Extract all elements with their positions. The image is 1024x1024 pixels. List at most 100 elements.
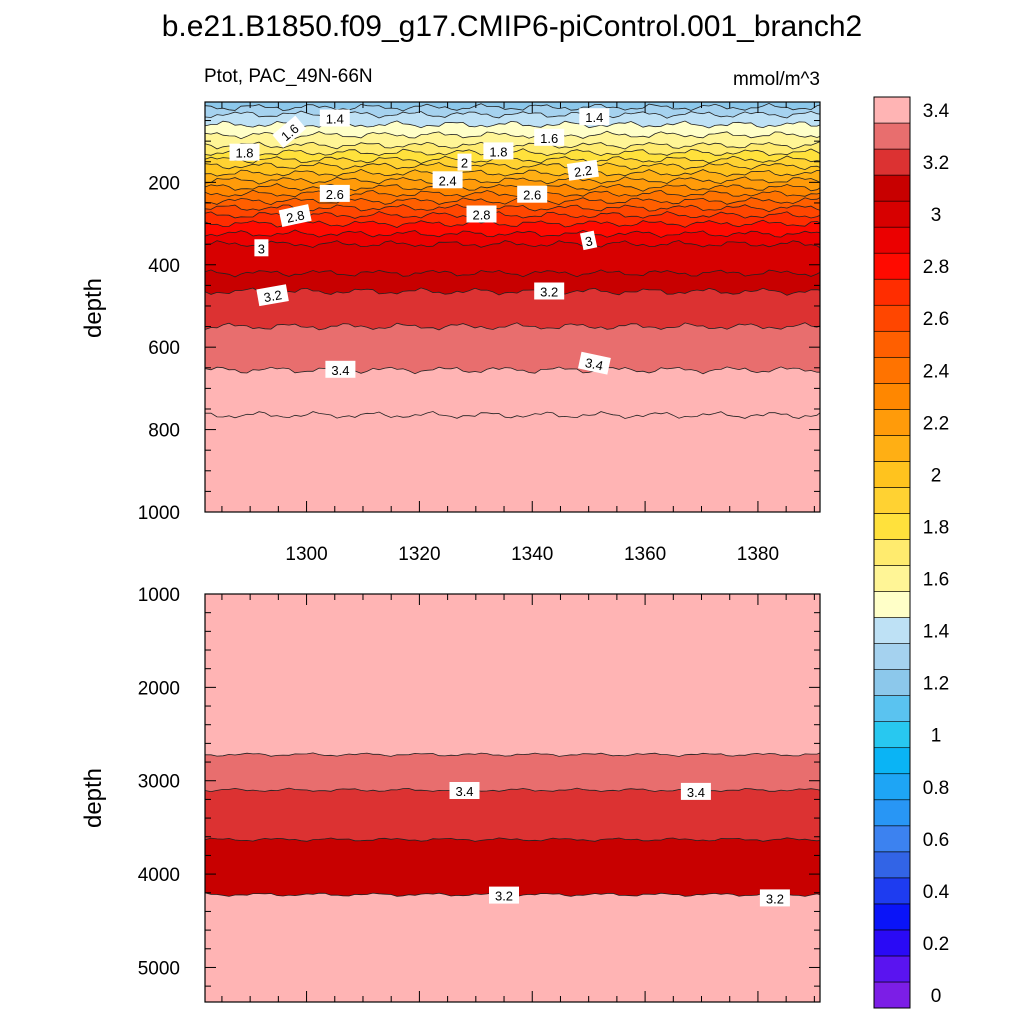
x-tick-label: 1340 — [511, 544, 553, 565]
contour-line-1.5 — [205, 120, 820, 129]
contour-label: 1.6 — [534, 128, 565, 146]
contour-line-3.1 — [205, 269, 820, 278]
colorbar-swatch — [873, 643, 911, 670]
contour-line-3.4 — [205, 787, 820, 793]
colorbar: 0 0.2 0.4 0.6 0.8 1 1.2 1.4 1.6 1.8 2 2.2 2.4 2.6 2.8 3… — [873, 96, 950, 1009]
contour-label: 3.4 — [449, 782, 480, 799]
svg-text:1.8: 1.8 — [489, 144, 507, 159]
contour-label: 3.4 — [577, 351, 611, 375]
contour-label: 3.4 — [680, 782, 711, 800]
svg-text:3: 3 — [584, 233, 594, 249]
colorbar-swatch — [873, 539, 911, 566]
svg-text:3.2: 3.2 — [495, 889, 513, 904]
contour-line-2.1 — [205, 168, 820, 177]
contour-line-2.8 — [205, 219, 820, 228]
colorbar-swatch — [873, 383, 911, 410]
svg-text:2.6: 2.6 — [326, 187, 344, 202]
contour-label: 2.8 — [466, 205, 497, 223]
contour-label: 3 — [579, 230, 598, 251]
contour-line-3.0 — [205, 240, 820, 249]
colorbar-swatch — [873, 695, 911, 722]
y-tick-label: 4000 — [138, 865, 180, 886]
colorbar-swatch — [873, 487, 911, 514]
contour-label: 3.2 — [489, 886, 519, 904]
contour-line-2.5 — [205, 197, 820, 206]
contour-line-3.3 — [205, 322, 820, 331]
contour-line-3.3 — [205, 837, 820, 842]
colorbar-label: 2.4 — [923, 361, 950, 382]
contour-line-2.3 — [205, 183, 820, 192]
colorbar-swatch — [873, 122, 911, 150]
colorbar-swatch — [873, 955, 911, 983]
svg-text:2.2: 2.2 — [573, 163, 593, 180]
contour-label: 3.2 — [759, 889, 790, 907]
colorbar-label: 1 — [931, 726, 942, 747]
svg-text:3.2: 3.2 — [540, 285, 558, 300]
y-tick-label: 200 — [148, 173, 180, 194]
colorbar-swatch — [873, 773, 911, 801]
colorbar-swatch — [873, 617, 911, 644]
colorbar-label: 3.2 — [923, 153, 949, 174]
colorbar-label: 1.8 — [923, 517, 949, 538]
contour-label: 3.2 — [534, 282, 565, 300]
colorbar-swatch — [873, 721, 911, 749]
colorbar-swatch — [873, 252, 911, 280]
lower-y-axis-label: depth — [80, 768, 107, 828]
colorbar-label: 0.2 — [923, 934, 949, 955]
svg-text:2.6: 2.6 — [523, 188, 541, 203]
x-tick-label: 1300 — [285, 544, 327, 565]
colorbar-swatch — [873, 330, 911, 358]
contour-line-1.4 — [205, 110, 820, 119]
colorbar-swatch — [873, 591, 911, 618]
upper-panel: 1.41.61.81.41.61.82 2.22.42.6 2.62.8 2.83 33… — [138, 101, 821, 565]
colorbar-swatch — [873, 435, 911, 462]
colorbar-swatch — [873, 799, 911, 827]
colorbar-swatch — [873, 929, 911, 957]
contour-line-3.2 — [205, 287, 820, 296]
colorbar-swatch — [873, 226, 911, 254]
lower-panel: 3.4 3.4 3.2 3.2 1000 2000 3000 4000 5000 — [138, 585, 821, 1003]
contour-label: 1.8 — [229, 143, 260, 161]
contour-label: 2.2 — [566, 159, 599, 181]
y-tick-label: 1000 — [138, 585, 180, 606]
colorbar-swatch — [873, 148, 911, 176]
svg-text:1.4: 1.4 — [585, 110, 603, 125]
upper-y-axis-label: depth — [80, 278, 107, 338]
contour-label: 2.6 — [517, 185, 548, 203]
colorbar-label: 1.2 — [923, 674, 949, 695]
y-tick-label: 800 — [148, 421, 180, 442]
colorbar-label: 0.6 — [923, 830, 949, 851]
units-label: mmol/m^3 — [733, 69, 820, 90]
band-fill-1.3 — [205, 102, 820, 111]
svg-text:1.4: 1.4 — [326, 112, 344, 127]
x-tick-label: 1380 — [737, 544, 779, 565]
contour-line-1.8 — [205, 148, 820, 157]
colorbar-label: 0 — [931, 986, 942, 1007]
colorbar-label: 1.6 — [923, 570, 949, 591]
colorbar-label: 2 — [931, 465, 942, 486]
colorbar-swatch — [873, 565, 911, 592]
svg-text:2.4: 2.4 — [439, 173, 457, 188]
svg-text:3: 3 — [258, 241, 265, 256]
svg-text:1.6: 1.6 — [540, 131, 558, 146]
variable-region-label: Ptot, PAC_49N-66N — [204, 66, 373, 87]
colorbar-label: 2.2 — [923, 413, 949, 434]
contour-line-2.2 — [205, 176, 820, 185]
colorbar-swatch — [873, 409, 911, 436]
colorbar-swatch — [873, 96, 911, 124]
colorbar-swatch — [873, 174, 911, 202]
svg-text:3.4: 3.4 — [455, 784, 473, 799]
contour-label: 1.4 — [579, 108, 610, 126]
contour-label: 1.8 — [483, 142, 514, 160]
contour-label: 2.6 — [319, 184, 350, 202]
colorbar-swatch — [873, 903, 911, 931]
y-tick-label: 600 — [148, 338, 180, 359]
contour-label: 2.8 — [278, 204, 312, 228]
svg-text:1.8: 1.8 — [235, 146, 253, 161]
plot-frame — [204, 101, 821, 513]
contour-line-1.3 — [205, 102, 820, 112]
contour-label: 3.4 — [325, 360, 356, 378]
colorbar-label: 0.8 — [923, 778, 949, 799]
svg-text:2.8: 2.8 — [472, 208, 490, 223]
